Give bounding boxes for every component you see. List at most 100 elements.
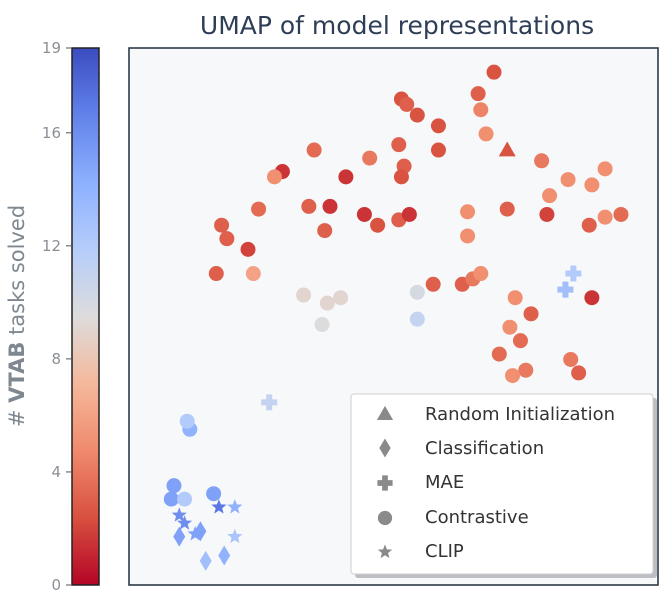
point-circle [399,96,415,112]
point-circle [584,290,600,306]
point-circle [430,118,446,134]
data-points [163,64,629,571]
point-circle [206,486,222,502]
point-star [227,528,243,544]
point-circle [214,217,230,233]
colorbar [71,47,100,586]
point-circle [251,201,267,217]
point-circle [473,266,489,282]
point-plus [557,281,574,298]
point-circle [301,198,317,214]
point-circle [401,206,417,222]
colorbar-label: # VTAB tasks solved [5,205,29,427]
point-circle [473,102,489,118]
point-circle [409,311,425,327]
legend-marker-circle [377,510,393,526]
point-circle [362,150,378,166]
point-circle [370,217,386,233]
colorbar-tick-label: 4 [51,463,61,481]
point-star [227,499,243,514]
legend-markers [376,405,394,559]
legend-marker-plus [377,475,393,491]
point-circle [560,172,576,188]
point-circle [409,107,425,123]
legend: Random Initialization Classification MAE… [350,393,657,578]
point-diamond [199,550,212,571]
point-circle [425,276,441,292]
point-star [171,507,187,522]
legend-marker-star [377,544,393,559]
legend-marker-triangle [376,405,394,421]
point-circle [478,126,494,142]
legend-label-clip: CLIP [425,541,464,562]
point-plus [565,265,582,282]
point-circle [518,362,534,378]
point-circle [314,317,330,333]
point-circle [460,204,476,220]
point-circle [177,491,193,507]
colorbar-label-prefix: # [5,410,29,428]
chart-title: UMAP of model representations [200,11,594,40]
point-circle [409,284,425,300]
point-star [187,525,203,541]
point-circle [333,290,349,306]
point-circle [581,217,597,233]
point-circle [502,319,518,335]
point-circle [240,241,256,257]
point-circle [470,86,486,102]
point-diamond [173,526,186,547]
colorbar-label-bold: VTAB [5,342,29,403]
point-circle [163,491,179,507]
point-circle [499,201,515,217]
point-star [211,499,227,514]
point-circle [597,161,613,177]
point-circle [571,365,587,381]
point-circle [306,142,322,158]
point-circle [613,206,629,222]
point-circle [430,142,446,158]
colorbar-label-suffix: tasks solved [5,205,29,335]
point-circle [584,177,600,193]
colorbar-tick-label: 12 [42,237,61,255]
colorbar-tick-label: 8 [51,350,61,368]
point-circle [534,153,550,169]
legend-label-contrastive: Contrastive [425,507,529,528]
legend-marker-diamond [379,438,391,458]
colorbar-tick-label: 19 [42,39,61,57]
point-circle [563,351,579,367]
point-circle [166,478,182,494]
legend-label-mae: MAE [425,472,464,493]
point-circle [505,368,521,384]
point-triangle [498,141,516,157]
point-circle [460,228,476,244]
point-circle [491,346,507,362]
point-circle [317,223,333,239]
point-circle [512,333,528,349]
point-circle [542,188,558,204]
point-circle [523,306,539,322]
point-plus [261,394,278,411]
point-circle [245,266,261,282]
point-circle [322,198,338,214]
legend-box [350,393,654,575]
point-circle [507,290,523,306]
point-circle [338,169,354,185]
legend-label-random-init: Random Initialization [425,404,615,425]
point-diamond [218,545,231,566]
point-star [176,515,193,530]
colorbar-ticks: 0 4 8 12 16 19 [42,39,72,594]
point-circle [393,169,409,185]
legend-label-classification: Classification [425,438,544,459]
point-circle [486,64,502,80]
point-circle [539,206,555,222]
point-circle [356,206,372,222]
point-circle [296,287,312,303]
point-circle [319,295,335,311]
point-circle [391,137,407,153]
point-circle [179,413,195,429]
point-circle [597,209,613,225]
point-circle [266,169,282,185]
colorbar-tick-label: 0 [51,576,61,594]
point-circle [219,231,235,247]
